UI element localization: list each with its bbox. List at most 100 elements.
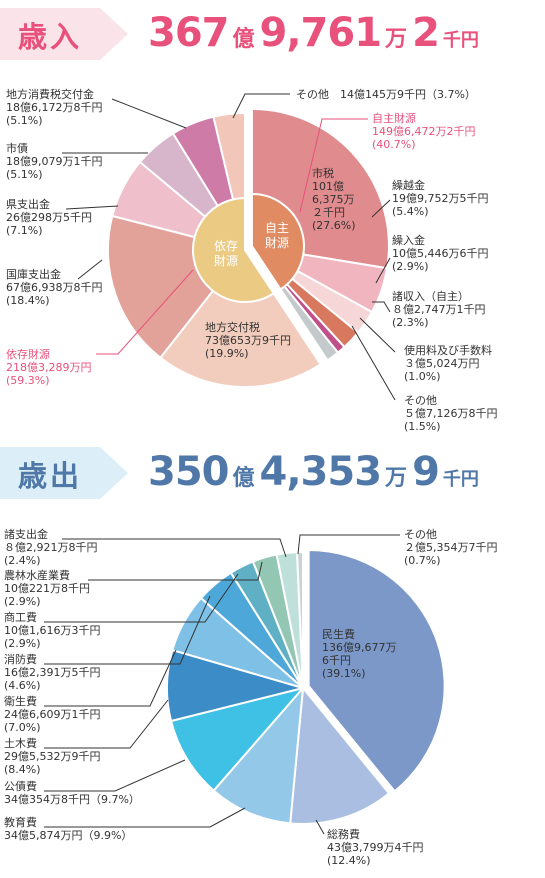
expenditure-leader-nourin [88,561,263,581]
expenditure-leader-shoshishutsukin [62,538,287,558]
expenditure-slice-1 [289,685,391,825]
expenditure-label-shoshishutsukin-line: (2.4%) [4,554,41,567]
expenditure-total-oku-unit: 億 [232,466,255,491]
revenue-label-chihou-shouhizei-line: (5.1%) [6,114,43,127]
expenditure-label-sonota-line: ２億5,354万7千円 [404,541,498,554]
expenditure-label-sonota-line: その他 [404,528,437,541]
revenue-label-chihou-shouhizei: 地方消費税交付金 18億6,172万8千円(5.1%) [6,87,103,127]
revenue-total-sen-number: 2 [412,10,440,56]
expenditure-label-minseihi-line: (39.1%) [322,667,366,680]
expenditure-total-man-number: 4,353 [259,449,383,495]
expenditure-total: 350 億 4,353 万 9 千円 [148,449,479,495]
expenditure-label-shoukouhi-line: (2.9%) [4,637,41,650]
expenditure-label-shoukouhi-line: 10億1,616万3千円 [4,624,101,637]
expenditure-leader-kyouikuhi [44,807,246,828]
revenue-dependent-funding-core-label-line: 依存 [214,238,238,253]
revenue-label-shizei-line: 101億 [312,180,344,193]
revenue-label-shisai-line: (5.1%) [6,168,43,181]
expenditure-label-dobokuhi: 土木費 29億5,532万9千円(8.4%) [4,736,101,776]
expenditure-label-shoukouhi: 商工費 10億1,616万3千円(2.9%) [4,610,101,650]
expenditure-tag-label: 歳出 [18,459,83,493]
revenue-label-sonota-dep: その他 14億145万9千円（3.7%） [296,88,476,101]
expenditure-slice-10 [295,550,304,689]
revenue-label-shoshuunyu-line: (2.3%) [392,316,429,329]
expenditure-label-eiseihi: 衛生費 24億6,609万1千円(7.0%) [4,694,101,734]
revenue-label-chihou-koufuzei-line: 73億653万9千円 [205,334,291,347]
expenditure-label-eiseihi-line: 24億6,609万1千円 [4,708,101,721]
expenditure-leader-eiseihi [44,649,177,707]
expenditure-label-shoubouhi: 消防費 16億2,391万5千円(4.6%) [4,652,101,692]
revenue-label-kurirekin-line: 繰入金 [392,233,425,247]
revenue-label-shizei-line: ２千円 [312,206,345,219]
expenditure-leader-shoubouhi [44,595,211,665]
expenditure-label-kousaihi-line: 公債費 [4,779,37,793]
revenue-label-shiyouryou: 使用料及び手数料３億5,024万円(1.0%) [404,343,492,383]
revenue-label-shiyouryou-line: ３億5,024万円 [404,357,480,370]
revenue-self-funding-core-label-line: 財源 [265,235,289,250]
expenditure-label-eiseihi-line: (7.0%) [4,721,41,734]
revenue-label-self-funding-total-line: 自主財源 [372,111,416,125]
revenue-dependent-funding-core-label: 依存財源 [214,238,238,268]
expenditure-label-soumuhi-line: 43億3,799万4千円 [327,841,424,854]
revenue-label-ken-shishutsukin-line: (7.1%) [6,224,43,237]
expenditure-label-shoshishutsukin-line: 諸支出金 [4,527,48,541]
revenue-label-ken-shishutsukin-line: 県支出金 [6,197,50,211]
expenditure-leader-soumuhi [315,819,325,835]
expenditure-label-soumuhi: 総務費 43億3,799万4千円(12.4%) [327,827,424,867]
expenditure-label-minseihi-line: 136億9,677万 [322,641,397,654]
expenditure-label-shoubouhi-line: 消防費 [4,652,37,666]
revenue-leader-kokko-shishutsukin [77,259,103,280]
revenue-label-dependent-funding-total-line: (59.3%) [6,374,50,387]
revenue-label-sonota-self-line: その他 [404,394,437,407]
revenue-leader-shoshuunyu [372,301,391,313]
revenue-label-kokko-shishutsukin-line: 国庫支出金 [6,267,61,281]
revenue-leader-kurikoshikin [371,199,391,218]
revenue-total-sen-unit: 千円 [442,30,479,51]
revenue-dependent-funding-core [192,196,276,303]
revenue-label-dependent-funding-total-line: 218億3,289万円 [6,361,92,374]
revenue-tag: 歳入 [0,8,128,60]
revenue-label-kokko-shishutsukin: 国庫支出金 67億6,938万8千円(18.4%) [6,267,103,307]
expenditure-label-kyouikuhi-line: 34億5,874万円（9.9%） [4,829,132,842]
expenditure-label-soumuhi-line: 総務費 [327,827,360,841]
revenue-dependent-funding-core-label-line: 財源 [214,253,238,268]
expenditure-label-minseihi-line: 6千円 [322,654,351,667]
revenue-label-shizei-line: 市税 [312,166,334,180]
expenditure-leader-dobokuhi [44,699,169,749]
revenue-label-sonota-self: その他５億7,126万8千円(1.5%) [404,394,498,433]
revenue-leader-self-funding [299,118,368,213]
expenditure-leader-shoukouhi [44,573,239,623]
revenue-label-self-funding-total-line: 149億6,472万2千円 [372,125,476,138]
revenue-label-sonota-self-line: ５億7,126万8千円 [404,407,498,420]
revenue-label-kurikoshikin-line: 繰越金 [392,178,425,192]
revenue-label-shoshuunyu-line: 諸収入（自主） [392,289,469,303]
revenue-label-kurirekin-line: (2.9%) [392,260,429,273]
expenditure-label-minseihi: 民生費 136億9,677万 6千円(39.1%) [322,627,397,680]
revenue-label-dependent-funding-total: 依存財源 218億3,289万円(59.3%) [6,347,92,387]
revenue-label-shoshuunyu-line: ８億2,747万1千円 [392,303,486,316]
expenditure-label-eiseihi-line: 衛生費 [4,694,37,708]
revenue-label-shisai-line: 18億9,079万1千円 [6,155,103,168]
expenditure-label-sonota: その他２億5,354万7千円(0.7%) [404,528,498,567]
revenue-pie [107,107,390,388]
revenue-label-self-funding-total: 自主財源 149億6,472万2千円(40.7%) [372,111,476,151]
revenue-total-oku-unit: 億 [232,27,255,52]
revenue-self-funding-core-label-line: 自主 [265,221,289,235]
expenditure-label-shoshishutsukin: 諸支出金８億2,921万8千円(2.4%) [4,527,98,567]
revenue-self-funding-core-label: 自主財源 [265,221,289,250]
revenue-label-shizei: 市税 101億 6,375万２千円(27.6%) [312,166,356,232]
expenditure-label-shoubouhi-line: 16億2,391万5千円 [4,666,101,679]
revenue-leader-sonota-dep [232,93,290,119]
expenditure-label-nourin-line: (2.9%) [4,595,41,608]
revenue-leader-shiyouryou [359,317,396,353]
revenue-leader-kurirekin [375,257,391,284]
revenue-total: 367 億 9,761 万 2 千円 [148,10,479,56]
expenditure-label-dobokuhi-line: 29億5,532万9千円 [4,750,101,763]
revenue-label-shizei-line: 6,375万 [312,193,355,206]
revenue-self-funding-core [250,192,305,291]
expenditure-label-kyouikuhi: 教育費 34億5,874万円（9.9%） [4,815,132,842]
revenue-label-self-funding-total-line: (40.7%) [372,138,416,151]
expenditure-label-kyouikuhi-line: 教育費 [4,815,37,829]
expenditure-leader-kousaihi [44,759,186,792]
expenditure-label-minseihi-line: 民生費 [322,627,355,641]
